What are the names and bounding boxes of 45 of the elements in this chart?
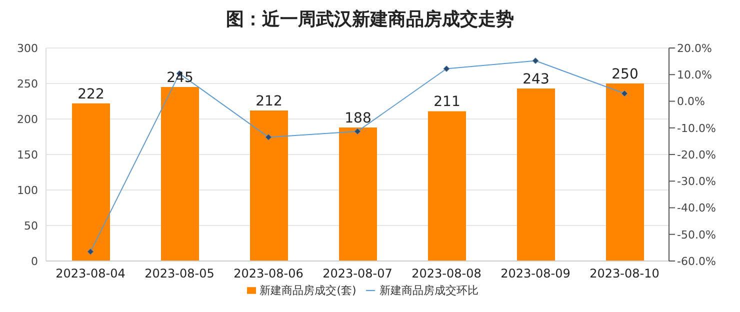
bar: [250, 110, 288, 261]
y-tick-label: 200: [17, 112, 38, 126]
y-tick-label: 300: [17, 42, 38, 55]
data-label: 222: [78, 86, 104, 102]
data-label: 243: [522, 71, 550, 88]
x-tick-label: 2023-08-09: [500, 266, 570, 281]
chart-title: 图：近一周武汉新建商品房成交走势: [225, 8, 515, 32]
y-tick-label: 100: [17, 184, 38, 197]
bar: [606, 84, 644, 261]
y2-tick-label: -20.0%: [677, 148, 716, 162]
bar: [161, 87, 199, 261]
x-tick-label: 2023-08-10: [590, 266, 660, 281]
y2-tick-label: 20.0%: [677, 42, 712, 55]
point: [265, 134, 272, 140]
bar: [72, 103, 110, 261]
data-label: 250: [612, 66, 638, 82]
x-tick-label: 2023-08-07: [322, 266, 392, 281]
y2-tick-label: -10.0%: [677, 122, 716, 135]
point: [87, 248, 94, 255]
y2-tick-label: -40.0%: [677, 202, 716, 215]
data-label: 211: [434, 94, 460, 110]
y2-tick-label: -30.0%: [677, 175, 716, 188]
y2-tick-label: -60.0%: [677, 254, 716, 268]
data-label: 212: [256, 93, 282, 110]
point: [532, 58, 539, 64]
bar: [428, 111, 466, 261]
bar: [339, 128, 377, 261]
y2-tick-label: -50.0%: [677, 228, 716, 242]
y2-tick-label: 10.0%: [677, 68, 712, 82]
y-tick-label: 50: [24, 219, 38, 232]
point: [621, 90, 628, 97]
point: [354, 128, 361, 135]
legend-label: 新建商品房成交环比: [379, 284, 478, 297]
x-tick-label: 2023-08-05: [144, 266, 214, 281]
y2-tick-label: 0.0%: [677, 95, 705, 108]
y-tick-label: 0: [31, 254, 38, 268]
x-tick-label: 2023-08-04: [56, 266, 126, 281]
bar: [517, 88, 555, 261]
y-tick-label: 250: [17, 77, 38, 90]
x-tick-label: 2023-08-06: [234, 266, 304, 281]
point: [443, 66, 450, 72]
x-tick-label: 2023-08-08: [412, 266, 482, 281]
legend-label: 新建商品房成交(套): [260, 284, 356, 297]
data-label: 188: [344, 110, 372, 127]
y-tick-label: 150: [17, 148, 38, 162]
